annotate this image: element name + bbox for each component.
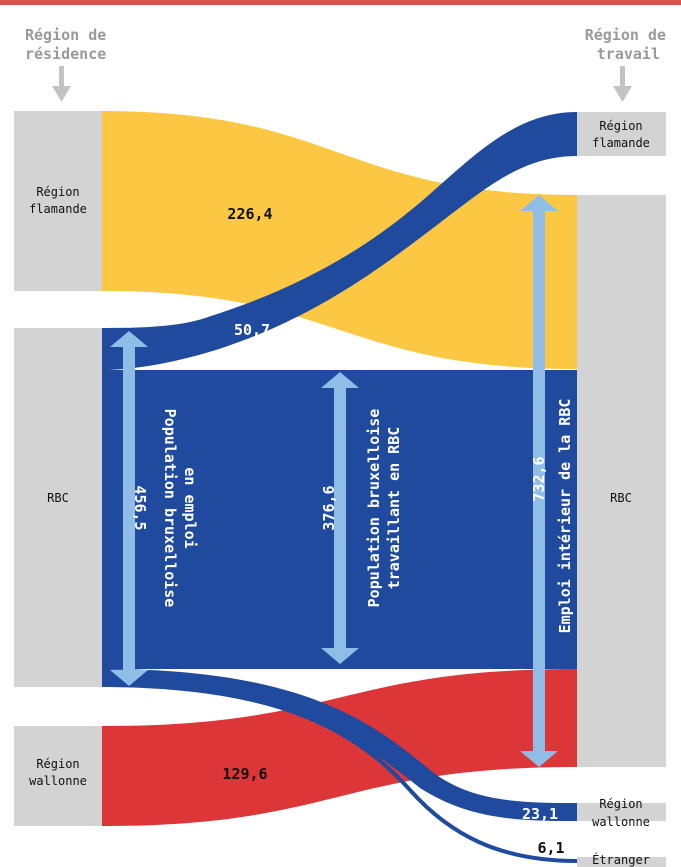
label-travail-wallonne-line-2: wallonne	[592, 815, 650, 829]
value-population-emploi: 456,5	[131, 485, 149, 530]
label-residence-rbc: RBC	[47, 491, 69, 505]
node-residence-rbc	[14, 328, 102, 687]
header-residence-line-1: Région de	[25, 26, 106, 44]
label-travail-rbc: RBC	[610, 491, 632, 505]
flow-wallonne-to-rbc	[102, 669, 577, 826]
label-travail-etranger: Étranger	[592, 852, 650, 867]
flow-flamande-to-rbc	[102, 111, 577, 369]
node-residence-wallonne	[14, 726, 102, 826]
label-travail-flamande-line-2: flamande	[592, 136, 650, 150]
node-travail-flamande	[577, 112, 666, 156]
label-population-emploi-line-1: Population bruxelloise	[161, 409, 179, 608]
header-travail: Région de travail	[585, 26, 666, 102]
value-wallonne-to-rbc: 129,6	[222, 765, 267, 783]
double-arrow-icon	[321, 372, 359, 664]
down-arrow-icon	[613, 66, 632, 102]
label-residence-flamande-line-1: Région	[36, 185, 79, 199]
value-rbc-to-flamande: 50,7	[234, 321, 270, 339]
label-residence-wallonne-line-1: Région	[36, 757, 79, 771]
node-residence-flamande	[14, 111, 102, 291]
header-residence: Région de résidence	[25, 26, 106, 102]
value-rbc-to-etranger: 6,1	[537, 839, 564, 857]
double-arrow-icon	[110, 331, 148, 686]
label-population-rbc-line-1: Population bruxelloise	[365, 409, 383, 608]
value-population-rbc: 376,6	[320, 485, 338, 530]
value-rbc-to-wallonne: 23,1	[522, 805, 558, 823]
label-population-rbc-line-2: travaillant en RBC	[385, 427, 403, 590]
label-travail-wallonne-line-1: Région	[599, 797, 642, 811]
value-emploi-interieur: 732,6	[530, 456, 548, 501]
flow-rbc-to-flamande	[102, 112, 577, 370]
label-residence-flamande-line-2: flamande	[29, 202, 87, 216]
header-travail-line-2: travail	[597, 45, 660, 63]
double-arrow-icon	[520, 195, 558, 767]
label-residence-wallonne-line-2: wallonne	[29, 774, 87, 788]
header-residence-line-2: résidence	[25, 45, 106, 63]
measure-emploi-interieur: 732,6 Emploi intérieur de la RBC	[520, 195, 574, 767]
top-rule	[0, 0, 681, 5]
label-population-emploi-line-2: en emploi	[181, 467, 199, 548]
header-travail-line-1: Région de	[585, 26, 666, 44]
value-flamande-to-rbc: 226,4	[227, 205, 272, 223]
node-travail-etranger	[577, 857, 666, 867]
flow-rbc-to-etranger	[101, 682, 578, 863]
label-emploi-interieur: Emploi intérieur de la RBC	[556, 399, 574, 634]
measure-population-rbc: 376,6 Population bruxelloise travaillant…	[320, 372, 403, 664]
node-travail-wallonne	[577, 803, 666, 821]
label-travail-flamande-line-1: Région	[599, 119, 642, 133]
measure-population-emploi: 456,5 Population bruxelloise en emploi	[110, 331, 199, 686]
down-arrow-icon	[52, 66, 71, 102]
node-travail-rbc	[577, 195, 666, 767]
